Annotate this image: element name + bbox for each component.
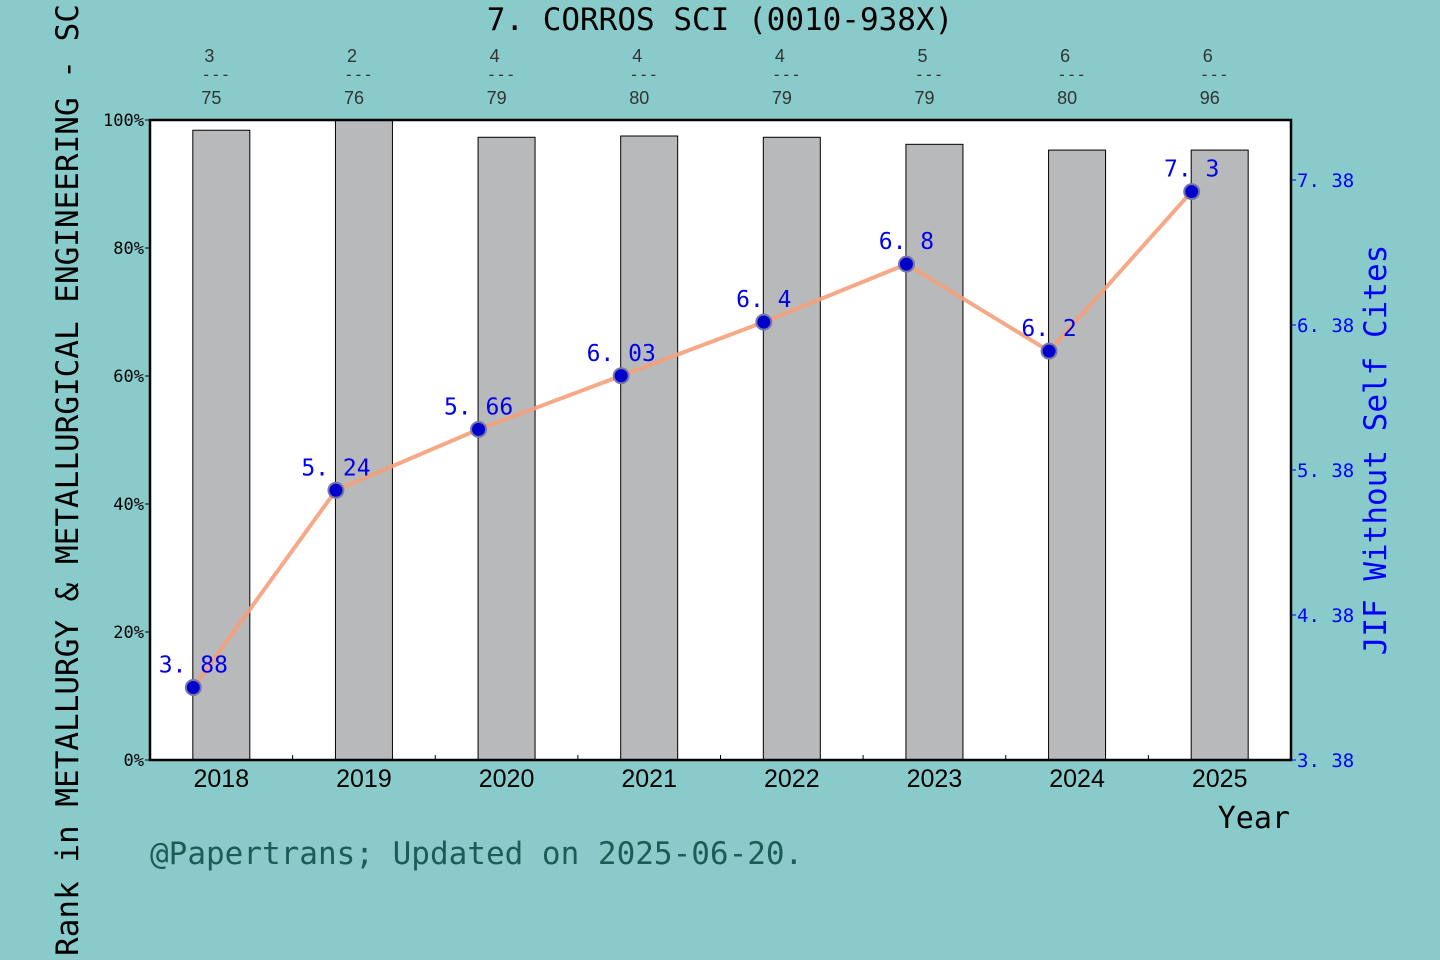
bar-2024 (1048, 149, 1107, 761)
right-axis-label: JIF Without Self Cites (1358, 245, 1394, 656)
rank-label: 5 (917, 46, 927, 66)
rank-separator: --- (1200, 65, 1229, 84)
x-tick-label: 2022 (764, 765, 820, 793)
jif-point-2018 (184, 679, 202, 696)
rank-separator: --- (772, 65, 801, 84)
rank-total: 75 (201, 88, 221, 108)
rank-total: 79 (914, 88, 934, 108)
plot-area (150, 120, 1291, 760)
left-axis-label: Rank in METALLURGY & METALLURGICAL ENGIN… (50, 4, 86, 956)
jif-point-2023 (897, 255, 915, 273)
right-tick-label: 6. 38 (1297, 315, 1354, 337)
rank-label: 2 (347, 46, 357, 66)
bar-2022 (762, 136, 821, 761)
x-tick-label: 2021 (621, 765, 677, 793)
rank-label: 3 (204, 46, 214, 66)
jif-point-2021 (612, 367, 630, 385)
jif-data-label: 6. 03 (587, 341, 656, 367)
x-tick-label: 2019 (336, 765, 392, 793)
rank-label: 4 (775, 46, 785, 66)
jif-point-2019 (327, 481, 345, 499)
right-tick-label: 5. 38 (1297, 460, 1354, 482)
right-tick-label: 3. 38 (1297, 750, 1354, 772)
jif-data-label: 5. 66 (444, 394, 513, 420)
rank-total: 79 (487, 88, 507, 108)
rank-total: 76 (344, 88, 364, 108)
right-tick-label: 7. 38 (1297, 170, 1354, 192)
bar-2025 (1190, 149, 1249, 761)
rank-separator: --- (629, 65, 658, 84)
rank-separator: --- (201, 65, 230, 84)
left-tick-label: 20% (113, 623, 144, 643)
left-tick-label: 100% (103, 111, 144, 131)
jif-data-label: 3. 88 (159, 653, 228, 679)
bar-2018 (192, 129, 251, 761)
rank-total: 96 (1200, 88, 1220, 108)
x-axis-label: Year (1218, 801, 1290, 836)
jif-data-label: 6. 4 (736, 287, 791, 313)
rank-separator: --- (344, 65, 373, 84)
chart-title: 7. CORROS SCI (0010-938X) (487, 2, 954, 38)
rank-separator: --- (1057, 65, 1086, 84)
jif-point-2024 (1040, 342, 1058, 360)
jif-point-2025 (1183, 183, 1201, 201)
jif-line (191, 190, 1194, 689)
left-tick-label: 80% (113, 239, 144, 259)
left-tick-label: 0% (124, 751, 144, 771)
left-tick-label: 40% (113, 495, 144, 515)
rank-total: 80 (629, 88, 649, 108)
jif-data-label: 5. 24 (301, 455, 370, 481)
bar-2019 (334, 119, 393, 761)
x-tick-label: 2020 (479, 765, 535, 793)
rank-total: 80 (1057, 88, 1077, 108)
x-tick-label: 2018 (194, 765, 250, 793)
rank-label: 6 (1203, 46, 1213, 66)
rank-label: 4 (490, 46, 500, 66)
bar-2020 (477, 136, 536, 761)
x-tick-label: 2024 (1049, 765, 1105, 793)
left-tick-label: 60% (113, 367, 144, 387)
jif-data-label: 6. 8 (879, 229, 934, 255)
jif-point-2022 (755, 313, 773, 331)
rank-separator: --- (487, 65, 516, 84)
right-tick-label: 4. 38 (1297, 605, 1354, 627)
x-tick-label: 2023 (907, 765, 963, 793)
x-tick-label: 2025 (1192, 765, 1248, 793)
jif-point-2020 (470, 420, 488, 438)
bar-2023 (905, 143, 964, 761)
jif-data-label: 7. 3 (1164, 157, 1219, 183)
footer-credit: @Papertrans; Updated on 2025-06-20. (150, 836, 804, 872)
rank-label: 4 (632, 46, 642, 66)
bar-2021 (620, 135, 679, 761)
rank-label: 6 (1060, 46, 1070, 66)
rank-total: 79 (772, 88, 792, 108)
rank-separator: --- (914, 65, 943, 84)
jif-data-label: 6. 2 (1021, 316, 1076, 342)
